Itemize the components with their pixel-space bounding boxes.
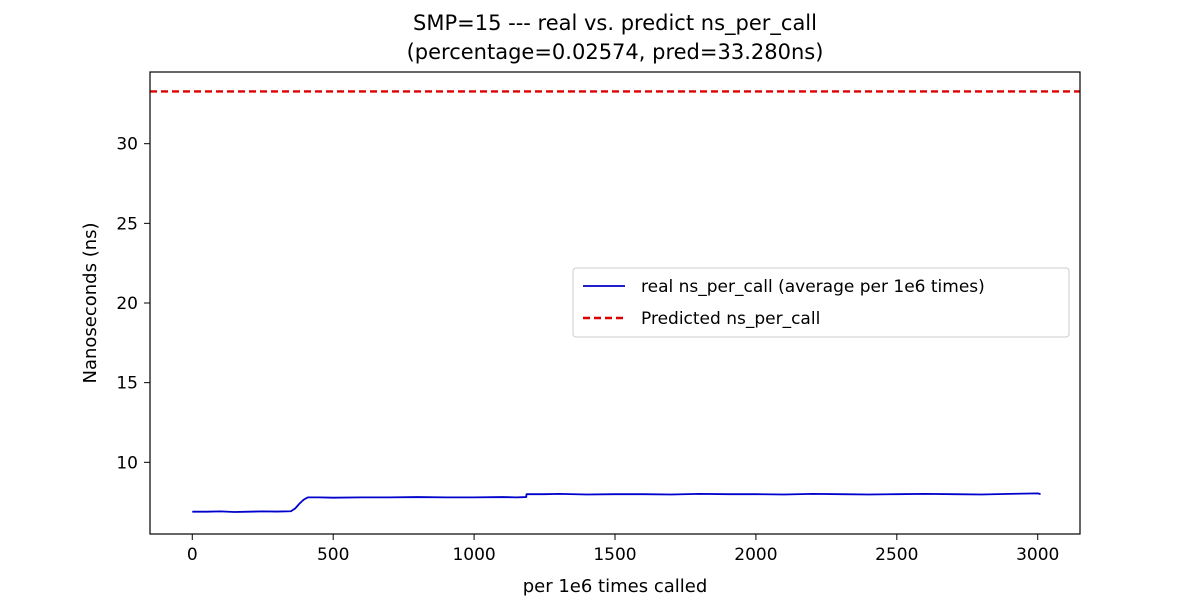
legend-label-real: real ns_per_call (average per 1e6 times) [641,277,985,297]
x-tick-label: 3000 [1016,545,1059,565]
y-tick-label: 20 [116,294,138,314]
y-tick-label: 25 [116,214,138,234]
x-tick-label: 500 [317,545,349,565]
y-axis-label: Nanoseconds (ns) [80,222,101,383]
x-tick-label: 1000 [452,545,495,565]
legend: real ns_per_call (average per 1e6 times)… [572,267,1070,338]
plot-frame [149,71,1081,535]
chart-title-line2: (percentage=0.02574, pred=33.280ns) [407,40,824,64]
x-tick-label: 0 [187,545,198,565]
x-tick-label: 1500 [593,545,636,565]
y-tick-label: 15 [116,374,138,394]
x-tick-label: 2000 [734,545,777,565]
legend-label-predicted: Predicted ns_per_call [641,309,820,329]
legend-box [572,267,1070,338]
x-tick-label: 2500 [875,545,918,565]
y-tick-label: 30 [116,135,138,155]
y-tick-label: 10 [116,453,138,473]
x-axis-label: per 1e6 times called [523,576,708,597]
series-line-real [192,492,1041,513]
chart-title-line1: SMP=15 --- real vs. predict ns_per_call [413,11,817,36]
